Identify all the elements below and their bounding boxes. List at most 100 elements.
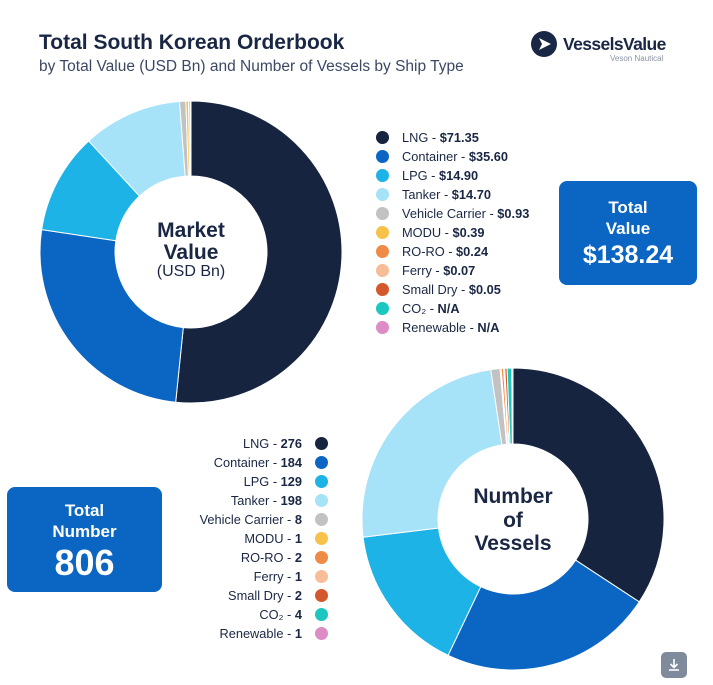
legend-label: Container -: [213, 455, 281, 470]
legend-swatch: [376, 207, 389, 220]
legend-text: LPG - $14.90: [402, 166, 478, 185]
vessels-legend-item-renewable: Renewable - 1: [160, 624, 328, 643]
legend-value: $0.24: [456, 244, 489, 259]
legend-swatch: [315, 475, 328, 488]
legend-value: 4: [294, 607, 302, 622]
legend-text: Tanker - $14.70: [402, 185, 491, 204]
legend-label: LNG -: [402, 130, 440, 145]
vessels-slice-lng: [512, 367, 665, 603]
legend-text: RO-RO - 2: [241, 548, 302, 567]
vessels-center-line3: Vessels: [474, 532, 552, 556]
legend-swatch: [315, 513, 328, 526]
vessels-legend-item-lng: LNG - 276: [160, 434, 328, 453]
market-center-unit: (USD Bn): [156, 263, 226, 281]
legend-value: 1: [294, 626, 302, 641]
legend-value: $0.05: [468, 282, 501, 297]
chart-title: Total South Korean Orderbook: [39, 31, 345, 54]
legend-value: 1: [294, 531, 302, 546]
legend-value: N/A: [437, 301, 460, 316]
legend-text: LPG - 129: [244, 472, 302, 491]
legend-swatch: [376, 226, 389, 239]
legend-swatch: [376, 245, 389, 258]
legend-value: 276: [280, 436, 302, 451]
legend-label: Small Dry -: [228, 588, 295, 603]
legend-text: Container - $35.60: [402, 147, 508, 166]
vessels-legend-item-ro-ro: RO-RO - 2: [160, 548, 328, 567]
logo-name: VesselsValue: [563, 34, 666, 54]
chart-subtitle: by Total Value (USD Bn) and Number of Ve…: [39, 58, 464, 75]
total-number-label1: Total: [64, 501, 105, 520]
legend-text: Small Dry - 2: [228, 586, 302, 605]
legend-text: LNG - 276: [243, 434, 302, 453]
legend-swatch: [376, 264, 389, 277]
total-number-amount: 806: [54, 542, 115, 583]
legend-swatch: [315, 551, 328, 564]
legend-value: $0.39: [452, 225, 485, 240]
logo-subtitle: Veson Nautical: [610, 54, 664, 63]
legend-label: Tanker -: [230, 493, 281, 508]
legend-label: RO-RO -: [240, 550, 295, 565]
total-value-amount: $138.24: [582, 241, 674, 269]
legend-text: Renewable - 1: [219, 624, 302, 643]
market-value-donut: [39, 100, 343, 404]
legend-label: LPG -: [402, 168, 439, 183]
vessels-legend-item-lpg: LPG - 129: [160, 472, 328, 491]
download-button[interactable]: [661, 652, 687, 678]
legend-text: CO₂ - N/A: [402, 299, 460, 318]
legend-label: Ferry -: [402, 263, 444, 278]
legend-value: $14.70: [451, 187, 491, 202]
legend-text: LNG - $71.35: [402, 128, 479, 147]
legend-text: MODU - 1: [244, 529, 302, 548]
legend-value: 2: [294, 550, 302, 565]
vessels-legend-item-small-dry: Small Dry - 2: [160, 586, 328, 605]
vessels-slice-tanker: [361, 369, 503, 538]
vessels-donut: [361, 367, 665, 671]
vessels-slice-renewable: [511, 367, 514, 445]
market-slice-lng: [175, 100, 343, 404]
legend-value: 184: [280, 455, 302, 470]
legend-text: CO₂ - 4: [259, 605, 302, 624]
vessels-legend-item-co2: CO₂ - 4: [160, 605, 328, 624]
legend-label: Renewable -: [402, 320, 478, 335]
legend-label: Renewable -: [219, 626, 295, 641]
legend-label: LNG -: [242, 436, 281, 451]
legend-value: 198: [280, 493, 302, 508]
legend-swatch: [315, 456, 328, 469]
legend-text: Ferry - $0.07: [402, 261, 475, 280]
legend-label: Ferry -: [253, 569, 295, 584]
legend-value: $0.93: [497, 206, 530, 221]
legend-value: $14.90: [438, 168, 479, 183]
vessels-legend-item-modu: MODU - 1: [160, 529, 328, 548]
legend-swatch: [376, 131, 389, 144]
legend-swatch: [315, 437, 328, 450]
legend-swatch: [376, 283, 389, 296]
legend-label: CO₂ -: [402, 301, 438, 316]
vessels-legend-item-tanker: Tanker - 198: [160, 491, 328, 510]
legend-label: CO₂ -: [259, 607, 295, 622]
vessels-slice-container: [447, 559, 640, 671]
legend-label: LPG -: [243, 474, 281, 489]
legend-swatch: [315, 532, 328, 545]
legend-text: MODU - $0.39: [402, 223, 485, 242]
legend-label: Small Dry -: [402, 282, 469, 297]
legend-text: Small Dry - $0.05: [402, 280, 501, 299]
legend-swatch: [315, 494, 328, 507]
vessels-legend-item-vehicle-carrier: Vehicle Carrier - 8: [160, 510, 328, 529]
market-center-line1: Market: [157, 219, 225, 242]
total-number-box: Total Number 806: [7, 487, 162, 592]
legend-value: 8: [294, 512, 302, 527]
legend-label: Container -: [402, 149, 469, 164]
legend-value: $0.07: [443, 263, 476, 278]
vessels-legend: LNG - 276 Container - 184 LPG - 129 Tanker …: [160, 434, 328, 643]
total-value-box: Total Value $138.24: [559, 181, 697, 285]
legend-value: 2: [294, 588, 302, 603]
legend-text: Container - 184: [214, 453, 302, 472]
vessels-center-line1: Number: [473, 485, 553, 508]
legend-label: Tanker -: [402, 187, 452, 202]
vessels-center-line2: of: [503, 508, 523, 532]
market-slice-container: [39, 229, 184, 403]
legend-swatch: [376, 321, 389, 334]
vessels-legend-item-ferry: Ferry - 1: [160, 567, 328, 586]
total-number-label2: Number: [52, 522, 117, 541]
